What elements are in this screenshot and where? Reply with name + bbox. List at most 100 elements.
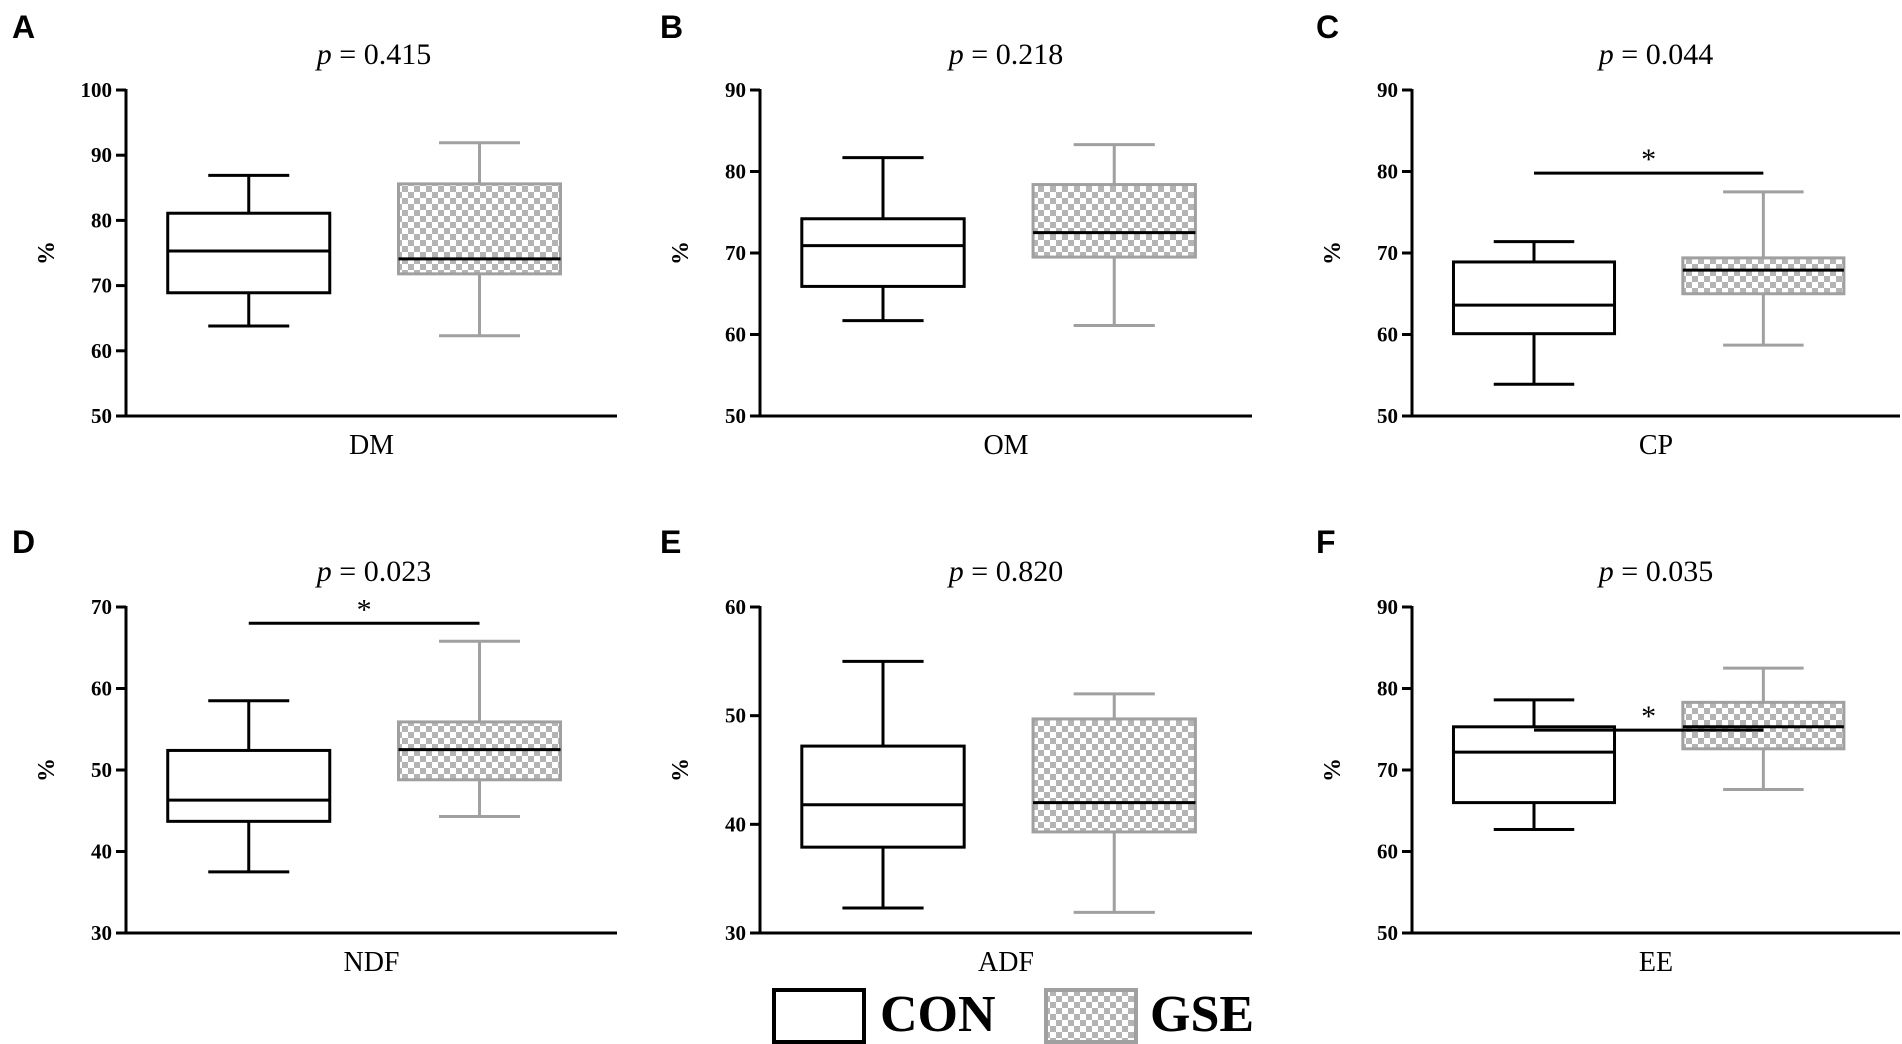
y-tick-label: 60 — [1377, 323, 1398, 347]
panel-letter: E — [660, 524, 681, 560]
p-equals: = — [1614, 555, 1646, 588]
y-tick-label: 50 — [725, 404, 746, 428]
y-axis-label: % — [1320, 758, 1346, 782]
iqr-box — [800, 217, 966, 288]
iqr-box — [1681, 256, 1846, 296]
panel-A: Ap = 0.415 50 60 70 80 90 100% DM — [12, 9, 617, 461]
iqr-box — [1031, 717, 1197, 834]
significance-star: * — [1641, 143, 1656, 176]
panel-C: Cp = 0.044 50 60 70 80 90% CP * — [1316, 9, 1900, 461]
y-tick-label: 70 — [91, 274, 112, 298]
iqr-box — [166, 748, 332, 823]
y-tick-label: 60 — [725, 595, 746, 619]
y-tick-label: 60 — [91, 677, 112, 701]
panel-letter: D — [12, 524, 35, 560]
y-axis-label: % — [34, 758, 60, 782]
box-gse — [1031, 143, 1197, 328]
y-tick-label: 100 — [81, 78, 113, 102]
iqr-box — [1031, 183, 1197, 259]
box-con — [166, 173, 332, 328]
y-axis-label: % — [34, 241, 60, 265]
y-tick-label: 60 — [1377, 840, 1398, 864]
y-tick-label: 70 — [1377, 241, 1398, 265]
p-value: p = 0.044 — [1597, 38, 1713, 71]
y-tick-label: 90 — [1377, 78, 1398, 102]
p-number: 0.820 — [996, 555, 1064, 588]
legend-con-label: CON — [880, 986, 996, 1043]
legend-gse-label: GSE — [1150, 986, 1254, 1043]
y-tick-label: 70 — [725, 241, 746, 265]
p-symbol: p — [947, 38, 964, 71]
significance-star: * — [1641, 700, 1656, 733]
x-axis-label: OM — [983, 430, 1028, 461]
y-tick-label: 50 — [1377, 404, 1398, 428]
panel-letter: F — [1316, 524, 1336, 560]
iqr-box — [166, 211, 332, 295]
panel-letter: B — [660, 9, 683, 45]
y-tick-label: 60 — [725, 323, 746, 347]
box-gse — [1031, 692, 1197, 914]
box-con — [1451, 698, 1617, 831]
x-axis-label: EE — [1639, 947, 1673, 978]
p-value: p = 0.035 — [1597, 555, 1713, 588]
p-symbol: p — [315, 555, 332, 588]
legend-gse-swatch — [1044, 988, 1138, 1044]
x-axis-label: ADF — [978, 947, 1034, 978]
box-gse — [1681, 190, 1846, 347]
legend-con-swatch — [772, 988, 866, 1044]
y-axis-label: % — [668, 758, 694, 782]
panel-letter: A — [12, 9, 35, 45]
significance-star: * — [357, 593, 372, 626]
y-tick-label: 60 — [91, 339, 112, 363]
y-tick-label: 50 — [91, 404, 112, 428]
panel-F: Fp = 0.035 50 60 70 80 90% EE * — [1316, 524, 1900, 978]
p-value: p = 0.218 — [947, 38, 1063, 71]
iqr-box — [1451, 260, 1617, 336]
p-symbol: p — [1597, 555, 1614, 588]
panel-E: Ep = 0.820 30 40 50 60% ADF — [660, 524, 1252, 978]
p-equals: = — [964, 555, 996, 588]
p-equals: = — [1614, 38, 1646, 71]
panel-B: Bp = 0.218 50 60 70 80 90% OM — [660, 9, 1252, 461]
p-symbol: p — [947, 555, 964, 588]
p-number: 0.218 — [996, 38, 1064, 71]
p-number: 0.023 — [364, 555, 432, 588]
y-tick-label: 30 — [725, 921, 746, 945]
y-tick-label: 80 — [91, 208, 112, 232]
box-gse — [397, 141, 563, 338]
box-con — [800, 659, 966, 910]
panel-D: Dp = 0.023 30 40 50 60 70% NDF * — [12, 524, 617, 978]
y-tick-label: 90 — [91, 143, 112, 167]
x-axis-label: CP — [1639, 430, 1673, 461]
y-tick-label: 40 — [725, 812, 746, 836]
y-axis-label: % — [668, 241, 694, 265]
y-tick-label: 90 — [725, 78, 746, 102]
y-tick-label: 70 — [91, 595, 112, 619]
p-equals: = — [964, 38, 996, 71]
y-tick-label: 30 — [91, 921, 112, 945]
p-equals: = — [332, 38, 364, 71]
p-symbol: p — [1597, 38, 1614, 71]
p-number: 0.044 — [1646, 38, 1714, 71]
p-symbol: p — [315, 38, 332, 71]
y-tick-label: 80 — [1377, 160, 1398, 184]
p-value: p = 0.820 — [947, 555, 1063, 588]
box-con — [166, 699, 332, 874]
panel-letter: C — [1316, 9, 1339, 45]
box-con — [1451, 240, 1617, 386]
x-axis-label: NDF — [343, 947, 399, 978]
p-equals: = — [332, 555, 364, 588]
x-axis-label: DM — [349, 430, 394, 461]
y-axis-label: % — [1320, 241, 1346, 265]
y-tick-label: 40 — [91, 840, 112, 864]
p-number: 0.035 — [1646, 555, 1714, 588]
y-tick-label: 80 — [725, 160, 746, 184]
box-gse — [397, 639, 563, 818]
p-value: p = 0.023 — [315, 555, 431, 588]
box-gse — [1681, 666, 1846, 792]
box-con — [800, 156, 966, 323]
y-tick-label: 50 — [1377, 921, 1398, 945]
p-number: 0.415 — [364, 38, 432, 71]
y-tick-label: 70 — [1377, 758, 1398, 782]
